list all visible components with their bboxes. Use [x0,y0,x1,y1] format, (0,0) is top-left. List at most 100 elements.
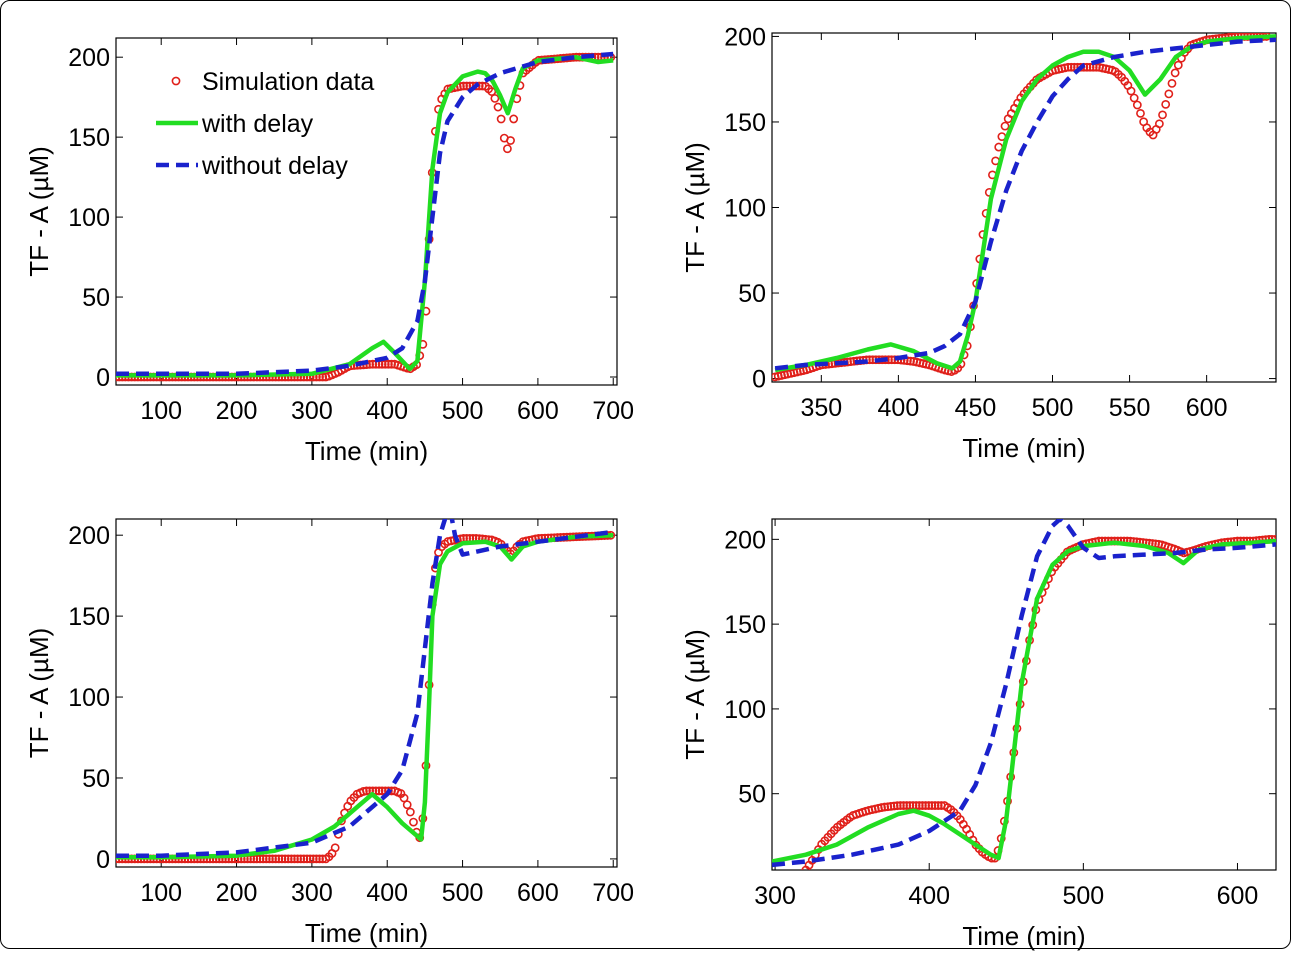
x-tick-label: 500 [442,397,484,425]
x-axis-label: Time (min) [305,436,428,466]
data-point [914,801,924,810]
x-tick-label: 700 [592,397,634,425]
y-tick-label: 0 [752,366,766,394]
data-point [274,854,284,864]
data-point [377,786,387,796]
data-point [1129,93,1139,103]
x-tick-label: 500 [1062,882,1104,910]
data-point [493,102,503,112]
data-point [283,854,293,864]
x-tick-label: 100 [140,879,182,907]
data-point [308,854,318,864]
data-point [399,793,409,803]
x-tick-label: 600 [517,879,559,907]
data-point [290,854,299,864]
y-tick-label: 150 [724,109,766,137]
plot-area [115,37,618,386]
data-point [462,81,472,91]
data-point [277,854,287,864]
x-tick-label: 400 [908,882,950,910]
series-group [772,33,1276,382]
y-tick-label: 50 [738,781,766,809]
data-point [503,144,512,154]
data-point [1170,68,1180,78]
data-point [930,801,940,810]
data-point [490,94,500,103]
y-axis-label: TF - A (µM) [24,146,54,277]
series-group [116,51,616,382]
y-tick-label: 150 [68,603,110,631]
data-point [506,136,515,145]
y-tick-label: 200 [724,23,766,51]
x-tick-label: 600 [517,397,559,425]
data-point [1154,119,1164,129]
legend-label: Simulation data [202,68,374,96]
series-without-delay-line [116,51,614,377]
x-tick-label: 300 [291,879,333,907]
data-point [305,854,315,864]
data-point [311,854,321,864]
data-point [1126,86,1136,96]
x-tick-label: 300 [291,397,333,425]
legend-marker-simulation [171,76,181,86]
series-group [772,519,1276,870]
y-axis-label: TF - A (µM) [680,629,710,760]
legend: Simulation data with delay without delay [156,68,374,180]
data-point [924,801,934,810]
data-point [921,801,931,810]
data-point [1136,108,1145,118]
x-tick-label: 200 [216,879,258,907]
data-point [892,801,902,811]
data-point [387,359,396,369]
data-point [280,854,290,864]
x-tick-label: 200 [216,397,258,425]
data-point [258,854,268,864]
y-tick-label: 200 [724,526,766,554]
data-point [1161,99,1171,109]
x-tick-label: 400 [366,397,408,425]
data-point [1085,62,1095,72]
x-tick-label: 350 [800,394,842,422]
y-tick-label: 100 [68,204,110,232]
data-point [877,803,886,812]
x-tick-label: 700 [592,879,634,907]
y-tick-label: 200 [68,522,110,550]
data-point [299,854,309,864]
data-point [496,114,506,124]
data-point [1173,60,1183,70]
y-tick-label: 150 [724,611,766,639]
series-without-delay-line [772,519,1276,868]
data-point [902,801,912,810]
series-with-delay-line [116,54,614,378]
data-point [918,801,927,810]
y-tick-label: 200 [68,44,110,72]
y-tick-label: 0 [96,846,110,874]
y-tick-label: 50 [738,280,766,308]
data-point [1063,62,1073,72]
legend-label: without delay [201,152,348,180]
data-point [883,802,893,812]
data-point [302,854,312,864]
data-point [296,854,306,864]
data-point [362,786,371,796]
data-point [330,843,340,853]
y-axis-label: TF - A (µM) [24,628,54,759]
data-point [1132,100,1142,110]
series-group [116,519,616,864]
data-point [271,854,281,864]
y-tick-label: 100 [724,195,766,223]
data-point [409,817,418,827]
data-point [509,114,519,124]
data-point [315,854,324,864]
legend-label: with delay [201,110,314,138]
data-point [384,359,393,369]
data-point [293,854,303,864]
data-point [268,854,277,864]
chart-top-right: 350 400 450 500 550 600 0 50 100 150 200 Time (min)… [680,23,1277,463]
chart-bottom-right: 300 400 500 600 50 100 150 200 Time (min) TF - A … [680,518,1277,951]
data-point [1164,89,1174,99]
data-point [402,800,412,810]
